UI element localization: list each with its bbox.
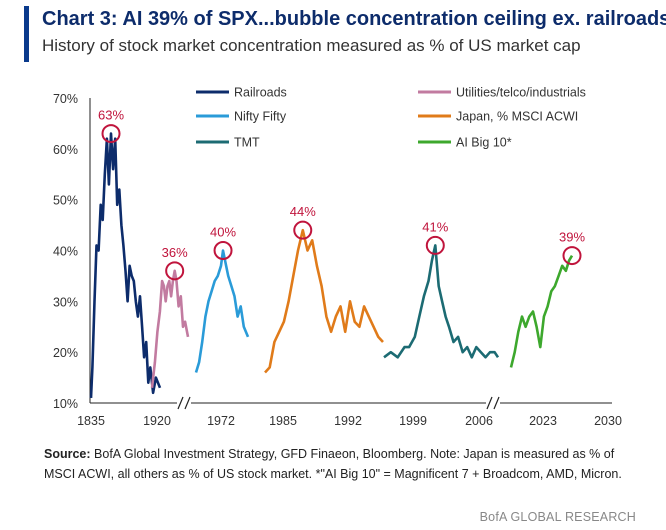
source-label: Source: (44, 447, 91, 461)
y-tick-label: 70% (53, 92, 78, 106)
legend-label: AI Big 10* (456, 136, 512, 150)
series-line (383, 244, 500, 359)
series-line (194, 249, 250, 373)
legend-label: Nifty Fifty (234, 110, 287, 124)
x-tick-label: 1985 (269, 414, 297, 428)
chart-title: Chart 3: AI 39% of SPX...bubble concentr… (42, 8, 666, 30)
axis-break-mark (184, 396, 191, 410)
peak-label: 36% (162, 245, 188, 260)
peak-label: 40% (210, 225, 236, 240)
axis-break-mark (177, 396, 184, 410)
x-tick-label: 1835 (77, 414, 105, 428)
y-tick-label: 60% (53, 143, 78, 157)
y-tick-label: 50% (53, 194, 78, 208)
peak-circle (213, 241, 233, 260)
peak-circle (165, 261, 185, 281)
source-note: Source: BofA Global Investment Strategy,… (44, 444, 644, 484)
series-line (264, 228, 384, 374)
axis-break-mark (486, 396, 493, 410)
x-tick-label: 1920 (143, 414, 171, 428)
series-line (509, 254, 574, 368)
research-credit: BofA GLOBAL RESEARCH (479, 510, 636, 524)
y-tick-label: 40% (53, 245, 78, 259)
x-tick-label: 1972 (207, 414, 235, 428)
title-accent-bar (24, 6, 29, 62)
legend-label: Railroads (234, 86, 287, 100)
legend-label: Japan, % MSCI ACWI (456, 110, 578, 124)
peak-label: 41% (422, 219, 448, 234)
series-line (150, 269, 190, 388)
y-tick-label: 20% (53, 346, 78, 360)
peak-circle (101, 124, 121, 144)
peak-circle (562, 246, 582, 266)
chart-subtitle: History of stock market concentration me… (42, 36, 581, 55)
x-tick-label: 2023 (529, 414, 557, 428)
axis-break-gap (486, 397, 500, 409)
peak-label: 63% (98, 108, 124, 123)
x-tick-label: 1999 (399, 414, 427, 428)
axis-break-mark (493, 396, 500, 410)
y-tick-label: 30% (53, 295, 78, 309)
axis-break-gap (177, 397, 191, 409)
peak-label: 44% (290, 204, 316, 219)
source-text: BofA Global Investment Strategy, GFD Fin… (44, 447, 622, 481)
peak-circle (293, 220, 313, 240)
y-tick-label: 10% (53, 397, 78, 411)
series-line (89, 132, 162, 398)
legend-label: TMT (234, 136, 260, 150)
x-tick-label: 2006 (465, 414, 493, 428)
peak-label: 39% (559, 230, 585, 245)
legend-label: Utilities/telco/industrials (456, 86, 586, 100)
peak-circle (425, 235, 445, 255)
x-tick-label: 2030 (594, 414, 622, 428)
x-tick-label: 1992 (334, 414, 362, 428)
concentration-chart: 10% 20% 30% 40% 50% 60% 70% 1835 1920 1972 1985 199… (53, 86, 622, 429)
